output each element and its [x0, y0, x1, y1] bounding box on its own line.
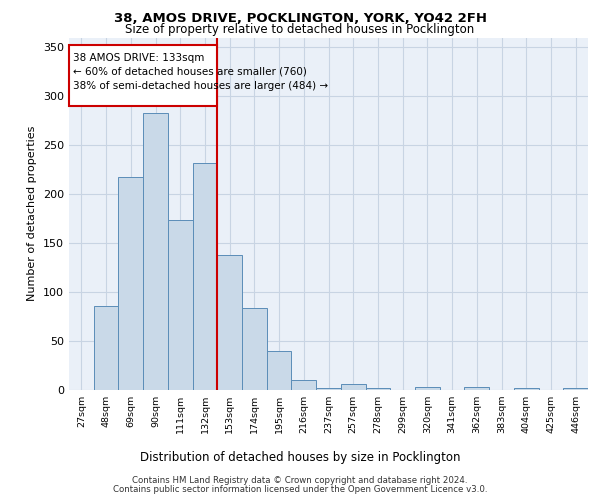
Bar	[341, 384, 365, 390]
Bar	[193, 163, 217, 390]
Text: Size of property relative to detached houses in Pocklington: Size of property relative to detached ho…	[125, 24, 475, 36]
Bar	[242, 308, 267, 390]
Bar	[118, 176, 143, 390]
Text: 38 AMOS DRIVE: 133sqm: 38 AMOS DRIVE: 133sqm	[73, 53, 204, 63]
Bar	[94, 306, 118, 390]
Bar	[143, 113, 168, 390]
Text: Contains HM Land Registry data © Crown copyright and database right 2024.: Contains HM Land Registry data © Crown c…	[132, 476, 468, 485]
Text: Distribution of detached houses by size in Pocklington: Distribution of detached houses by size …	[140, 451, 460, 464]
Bar	[168, 220, 193, 390]
Text: 38, AMOS DRIVE, POCKLINGTON, YORK, YO42 2FH: 38, AMOS DRIVE, POCKLINGTON, YORK, YO42 …	[113, 12, 487, 26]
Bar	[464, 387, 489, 390]
FancyBboxPatch shape	[69, 46, 217, 106]
Bar	[415, 387, 440, 390]
Bar	[563, 388, 588, 390]
Text: ← 60% of detached houses are smaller (760): ← 60% of detached houses are smaller (76…	[73, 67, 307, 77]
Y-axis label: Number of detached properties: Number of detached properties	[28, 126, 37, 302]
Bar	[217, 255, 242, 390]
Bar	[365, 388, 390, 390]
Bar	[514, 388, 539, 390]
Bar	[267, 351, 292, 390]
Text: 38% of semi-detached houses are larger (484) →: 38% of semi-detached houses are larger (…	[73, 80, 328, 90]
Text: Contains public sector information licensed under the Open Government Licence v3: Contains public sector information licen…	[113, 484, 487, 494]
Bar	[292, 380, 316, 390]
Bar	[316, 388, 341, 390]
